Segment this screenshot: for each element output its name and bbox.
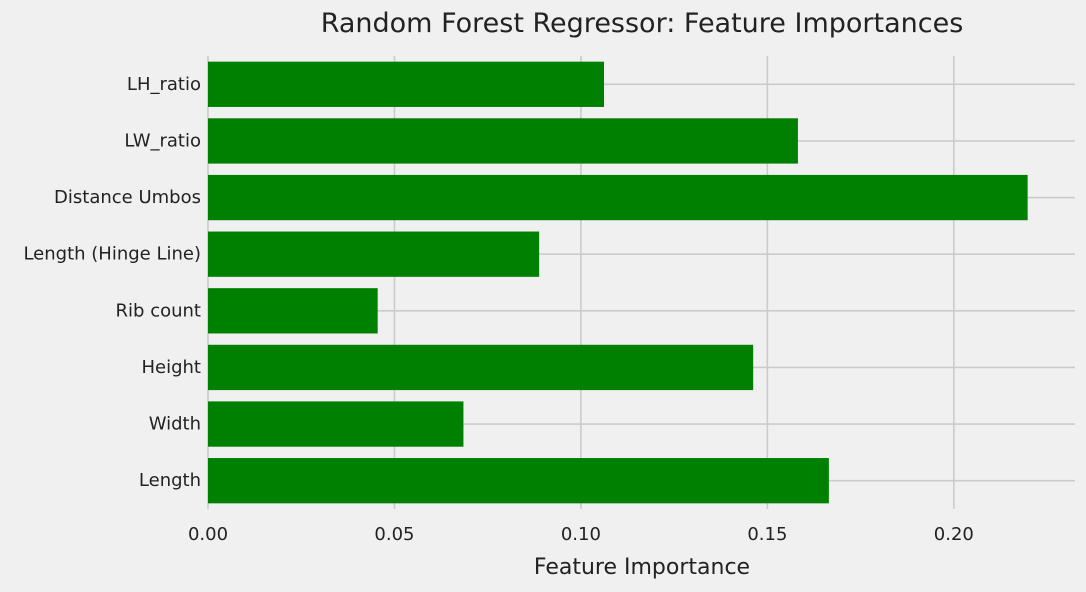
bar-width [208,401,464,447]
y-tick-label: Rib count [116,300,201,321]
bar-lh-ratio [208,61,605,107]
x-tick-label: 0.10 [561,524,601,545]
chart-title: Random Forest Regressor: Feature Importa… [321,8,964,39]
bar-layer [208,61,1028,504]
bar-length-hinge-line [208,231,540,277]
bar-lw-ratio [208,118,798,164]
bar-height [208,344,754,391]
x-tick-label: 0.20 [934,524,974,545]
bar-distance-umbos [208,174,1028,221]
y-tick-label: LW_ratio [124,130,201,151]
bar-rib-count [208,288,378,334]
tick-layer: Length Width Height Rib count Length (Hinge … [23,74,973,545]
y-tick-label: LH_ratio [127,74,201,95]
y-tick-label: Length (Hinge Line) [23,244,201,265]
bar-length [208,458,829,504]
y-tick-label: Height [141,357,201,378]
x-tick-label: 0.00 [188,524,228,545]
y-tick-label: Length [139,470,201,491]
x-tick-label: 0.05 [374,524,414,545]
x-axis-label: Feature Importance [534,555,750,580]
y-tick-label: Distance Umbos [54,187,201,208]
y-tick-label: Width [149,414,201,435]
x-tick-label: 0.15 [747,524,787,545]
